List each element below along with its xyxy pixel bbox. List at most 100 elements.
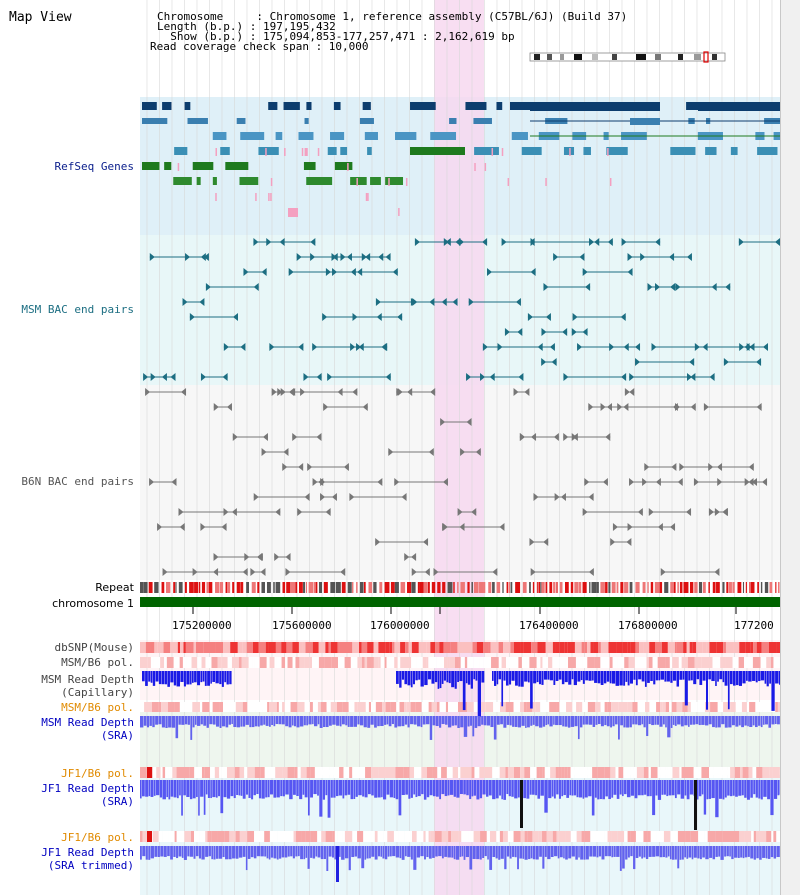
depth-bar	[220, 780, 224, 814]
heat-cell	[382, 702, 386, 712]
repeat-mark	[225, 582, 228, 593]
heat-cell	[460, 657, 465, 668]
jf1-read-depth-sra-label[interactable]: JF1 Read Depth (SRA)	[41, 782, 134, 808]
depth-bar	[233, 780, 236, 799]
bac-end-marker	[182, 298, 188, 306]
depth-bar	[459, 780, 463, 795]
heat-cell	[161, 702, 168, 712]
vertical-scrollbar[interactable]	[780, 0, 800, 895]
msm-b6-pol-2-label[interactable]: MSM/B6 pol.	[61, 701, 134, 714]
bac-end-marker	[679, 463, 685, 471]
depth-bar	[298, 846, 300, 857]
bac-end-marker	[690, 403, 696, 411]
heat-cell	[665, 657, 670, 668]
heat-cell	[460, 767, 466, 778]
heat-cell	[179, 702, 185, 712]
bac-end-marker	[610, 538, 616, 546]
bac-end-marker	[322, 313, 328, 321]
heat-cell	[575, 657, 583, 668]
jf1-b6-pol-label[interactable]: JF1/B6 pol.	[61, 767, 134, 780]
b6n-bac-end-pairs-label[interactable]: B6N BAC end pairs	[21, 475, 134, 488]
msm-read-depth-sra-label[interactable]: MSM Read Depth (SRA)	[41, 716, 134, 742]
ideogram-band	[592, 54, 598, 60]
heat-cell	[627, 702, 633, 712]
repeat-mark	[591, 582, 597, 593]
bac-end-marker	[424, 568, 430, 576]
depth-bar	[492, 671, 494, 681]
gene-exon	[465, 102, 487, 110]
heat-cell	[490, 642, 499, 653]
depth-bar	[655, 846, 660, 857]
heat-cell	[409, 767, 415, 778]
msm-bac-end-pairs-label[interactable]: MSM BAC end pairs	[21, 303, 134, 316]
depth-bar	[708, 780, 712, 799]
refseq-genes-label[interactable]: RefSeq Genes	[54, 160, 134, 173]
show-range-info: Show (b.p.) : 175,094,853-177,257,471 : …	[157, 30, 515, 43]
heat-cell	[701, 657, 709, 668]
depth-bar	[629, 716, 632, 728]
repeat-mark	[732, 582, 735, 593]
heat-cell	[624, 657, 629, 668]
jf1-read-depth-trimmed-label[interactable]: JF1 Read Depth (SRA trimmed)	[41, 846, 134, 872]
depth-bar	[418, 671, 421, 680]
depth-bar	[680, 780, 685, 799]
depth-bar	[549, 671, 554, 681]
jf1-b6-pol-2-label[interactable]: JF1/B6 pol.	[61, 831, 134, 844]
dbsnp-label[interactable]: dbSNP(Mouse)	[54, 641, 134, 654]
bac-end-marker	[468, 298, 474, 306]
bac-end-marker	[452, 298, 458, 306]
heat-cell	[292, 657, 296, 668]
depth-bar	[690, 671, 693, 681]
depth-bar	[235, 846, 239, 859]
bac-end-marker	[288, 268, 294, 276]
heat-cell	[473, 702, 478, 712]
depth-bar	[620, 716, 623, 726]
heat-cell	[728, 831, 735, 842]
heat-cell	[294, 767, 298, 778]
repeat-mark	[411, 582, 416, 593]
heat-cell	[445, 702, 449, 712]
heat-cell	[247, 767, 255, 778]
heat-cell	[413, 657, 417, 668]
heat-cell	[165, 831, 169, 842]
heat-cell	[674, 642, 677, 653]
depth-bar	[183, 846, 187, 860]
heat-cell	[441, 767, 447, 778]
depth-bar	[471, 780, 474, 797]
msm-b6-pol-label[interactable]: MSM/B6 pol.	[61, 656, 134, 669]
axis-tick-label: 175600000	[272, 619, 332, 632]
depth-bar	[448, 671, 451, 684]
heat-cell	[542, 831, 547, 842]
heat-cell	[671, 702, 677, 712]
heat-cell	[337, 702, 343, 712]
depth-bar	[265, 780, 268, 798]
heat-cell	[612, 657, 618, 668]
msm-read-depth-capillary-label[interactable]: MSM Read Depth (Capillary)	[41, 673, 134, 699]
depth-bar	[689, 716, 693, 725]
heat-cell	[410, 702, 416, 712]
heat-cell	[312, 657, 319, 668]
depth-bar	[766, 671, 769, 687]
depth-bar	[671, 780, 675, 796]
repeat-mark	[282, 582, 286, 593]
depth-bar	[422, 716, 426, 725]
bac-end-marker	[149, 253, 155, 261]
depth-bar	[760, 671, 765, 681]
depth-bar	[341, 716, 345, 725]
heat-cell	[723, 702, 731, 712]
bac-end-marker	[739, 343, 745, 351]
depth-bar	[323, 716, 326, 728]
refseq-tick	[367, 193, 369, 201]
depth-bar	[317, 846, 321, 858]
bac-end-marker	[640, 253, 646, 261]
depth-bar	[635, 846, 639, 859]
depth-bar	[463, 780, 466, 795]
depth-bar	[659, 846, 663, 858]
depth-bar	[171, 716, 176, 728]
repeat-mark	[246, 582, 250, 593]
depth-bar	[693, 846, 697, 858]
depth-bar	[202, 671, 205, 682]
repeat-mark	[266, 582, 271, 593]
depth-bar	[205, 780, 208, 795]
